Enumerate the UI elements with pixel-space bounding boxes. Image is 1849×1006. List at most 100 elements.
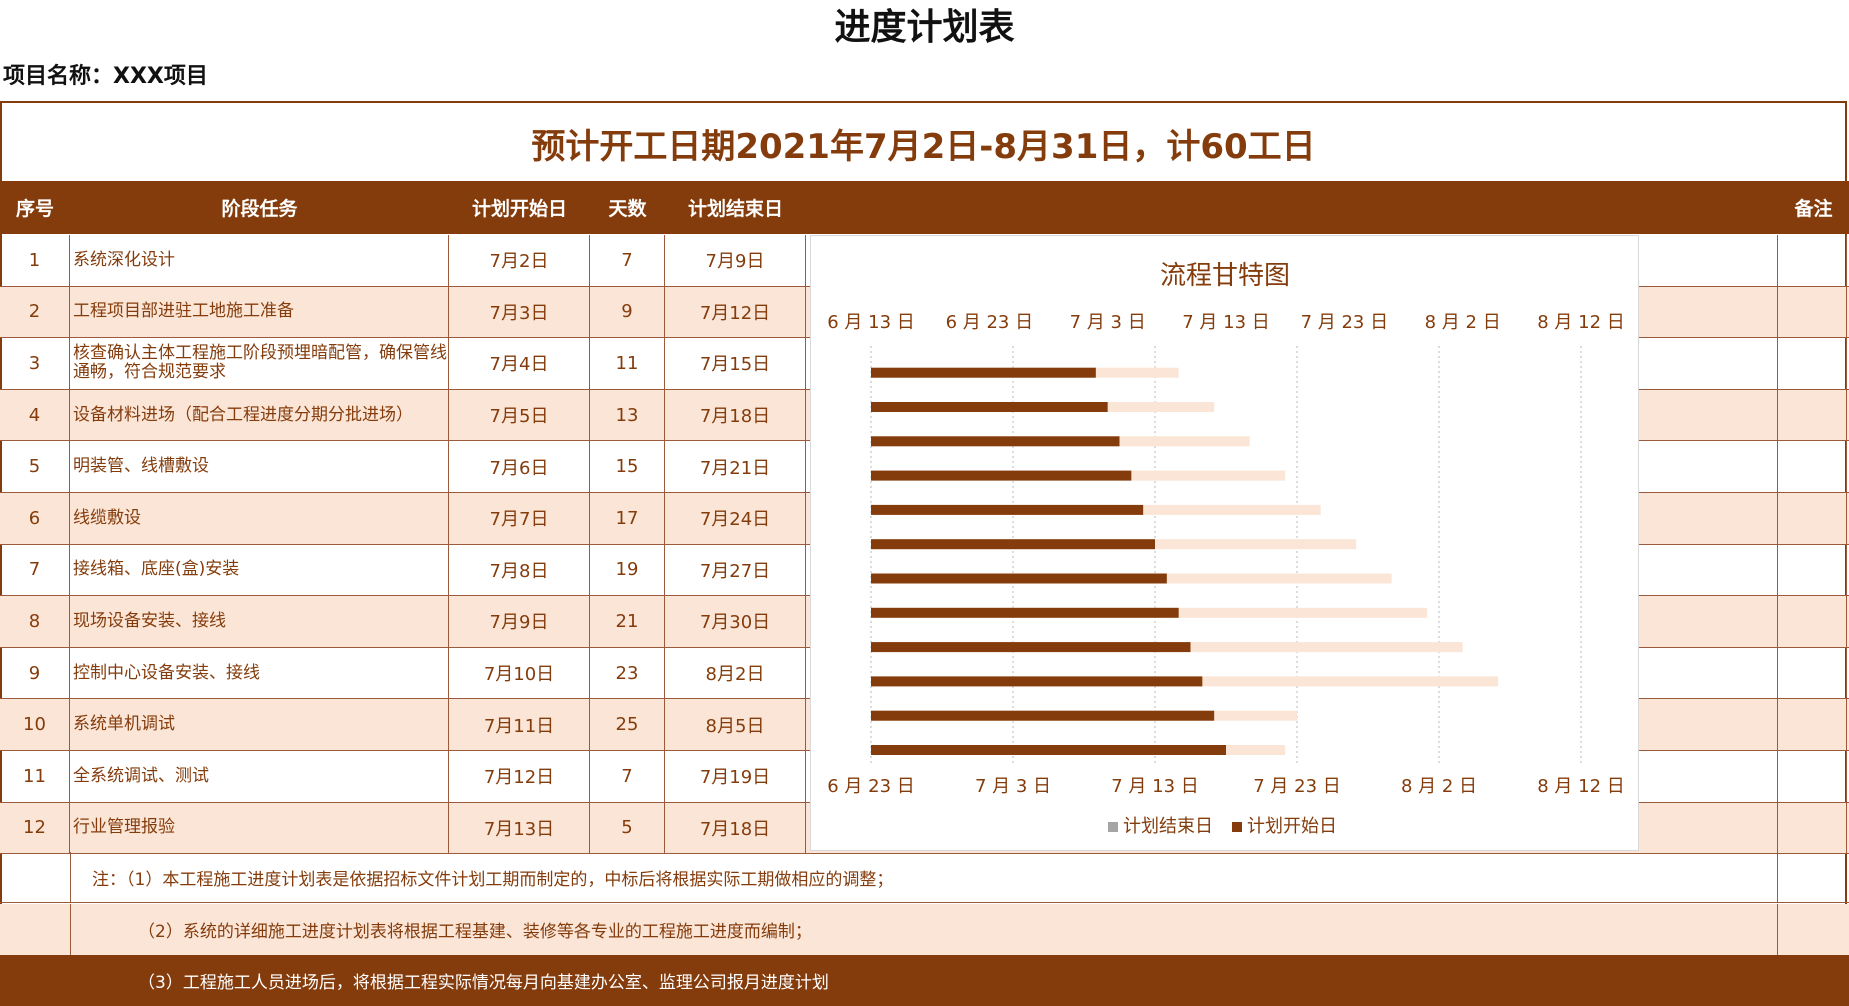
row-start: 7月3日 (449, 286, 590, 338)
row-end-text: 7月21日 (699, 457, 771, 479)
row-blank (1639, 389, 1778, 441)
gantt-svg: 流程甘特图 6 月 13 日 6 月 23 日 7 月 3 日 7 月 13 日 7 月 … (827, 261, 1625, 837)
row-task: 现场设备安装、接线 (70, 596, 449, 647)
row-no: 3 (0, 338, 70, 389)
row-no-text: 9 (28, 662, 41, 684)
row-no: 4 (0, 389, 70, 441)
row-end-text: 7月18日 (699, 818, 771, 840)
row-start-text: 7月6日 (489, 457, 549, 479)
schedule-sheet: 预计开工日期2021年7月2日-8月31日，计60工日 序号 阶段任务 计划开始… (0, 101, 1849, 1006)
row-no-text: 7 (28, 559, 41, 581)
row-task: 工程项目部进驻工地施工准备 (70, 286, 449, 338)
row-end-text: 7月15日 (699, 354, 771, 376)
top-tick-label: 8 月 12 日 (1537, 312, 1625, 333)
row-no: 8 (0, 596, 70, 647)
row-start: 7月6日 (449, 441, 590, 492)
row-task-text: 行业管理报验 (73, 817, 175, 838)
row-start-text: 7月7日 (489, 509, 549, 531)
bottom-tick-label: 7 月 23 日 (1253, 776, 1341, 797)
row-task-text: 全系统调试、测试 (73, 765, 209, 786)
row-blank (1639, 286, 1778, 338)
row-task-text: 线缆敷设 (73, 507, 141, 528)
page-title: 进度计划表 (834, 7, 1015, 48)
project-name: 项目名称：XXX项目 (3, 64, 208, 89)
row-start: 7月5日 (449, 389, 590, 441)
gantt-chart: 流程甘特图 6 月 13 日 6 月 23 日 7 月 3 日 7 月 13 日 7 月 … (810, 235, 1639, 851)
header-task: 阶段任务 (221, 198, 298, 220)
row-no-text: 6 (28, 507, 41, 529)
row-end: 7月30日 (665, 596, 806, 647)
row-days: 23 (590, 647, 665, 699)
row-days: 7 (590, 235, 665, 286)
top-tick-label: 7 月 23 日 (1301, 312, 1389, 333)
row-blank (1639, 802, 1778, 854)
row-end: 8月2日 (665, 647, 806, 699)
bar-start (871, 642, 1191, 653)
row-end-text: 7月30日 (699, 612, 771, 634)
top-tick-label: 6 月 23 日 (946, 312, 1034, 333)
row-days: 21 (590, 596, 665, 647)
row-days: 13 (590, 389, 665, 441)
row-blank (1639, 647, 1778, 699)
chart-title: 流程甘特图 (1160, 261, 1290, 291)
row-end-text: 7月18日 (699, 406, 771, 428)
row-start-text: 7月8日 (489, 560, 549, 582)
row-task-text: 设备材料进场（配合工程进度分期分批进场） (73, 404, 413, 425)
row-remark (1778, 286, 1847, 338)
row-days-text: 9 (621, 301, 633, 323)
row-no: 11 (0, 751, 70, 802)
row-task: 接线箱、底座(盒)安装 (70, 544, 449, 596)
row-days-text: 15 (615, 456, 639, 478)
row-days-text: 7 (621, 249, 633, 271)
legend-label-end: 计划结束日 (1123, 816, 1213, 837)
row-end-text: 7月27日 (699, 560, 771, 582)
row-start-text: 7月9日 (489, 612, 549, 634)
row-remark (1778, 235, 1847, 286)
bar-start (871, 367, 1096, 378)
row-no: 5 (0, 441, 70, 492)
row-start: 7月11日 (449, 699, 590, 750)
row-blank (1639, 544, 1778, 596)
row-task: 系统单机调试 (70, 699, 449, 750)
row-end: 8月5日 (665, 699, 806, 750)
bottom-tick-label: 8 月 12 日 (1537, 776, 1625, 797)
row-blank (1639, 235, 1778, 286)
row-blank (1639, 596, 1778, 647)
header-no: 序号 (15, 198, 54, 220)
bottom-tick-label: 6 月 23 日 (827, 776, 915, 797)
bottom-tick-label: 8 月 2 日 (1401, 776, 1477, 797)
row-no-text: 1 (28, 249, 41, 271)
row-task-text: 明装管、线槽敷设 (73, 456, 209, 477)
row-task: 行业管理报验 (70, 802, 449, 854)
header-start: 计划开始日 (471, 198, 567, 220)
bar-start (871, 573, 1167, 584)
bottom-tick-label: 7 月 3 日 (975, 776, 1051, 797)
row-remark (1778, 802, 1847, 854)
row-no: 10 (0, 699, 70, 750)
row-days-text: 13 (615, 404, 639, 426)
row-no: 9 (0, 647, 70, 699)
bar-start (871, 436, 1120, 447)
row-remark (1778, 441, 1847, 492)
note-divider (70, 904, 71, 955)
bar-start (871, 676, 1203, 687)
row-days-text: 11 (615, 352, 639, 374)
row-end: 7月12日 (665, 286, 806, 338)
row-days: 15 (590, 441, 665, 492)
row-no: 1 (0, 235, 70, 286)
row-no-text: 8 (28, 610, 41, 632)
row-start-text: 7月11日 (483, 715, 555, 737)
row-start: 7月4日 (449, 338, 590, 389)
row-days: 9 (590, 286, 665, 338)
note-2: （2）系统的详细施工进度计划表将根据工程基建、装修等各专业的工程施工进度而编制； (138, 922, 812, 942)
row-end: 7月9日 (665, 235, 806, 286)
row-remark (1778, 493, 1847, 544)
note-row-2: （2）系统的详细施工进度计划表将根据工程基建、装修等各专业的工程施工进度而编制； (0, 904, 1849, 955)
row-start-text: 7月12日 (483, 767, 555, 789)
row-end-text: 7月24日 (699, 509, 771, 531)
row-remark (1778, 596, 1847, 647)
bar-start (871, 539, 1155, 550)
bottom-tick-label: 7 月 13 日 (1111, 776, 1199, 797)
top-tick-label: 8 月 2 日 (1425, 312, 1501, 333)
row-days-text: 23 (615, 662, 639, 684)
